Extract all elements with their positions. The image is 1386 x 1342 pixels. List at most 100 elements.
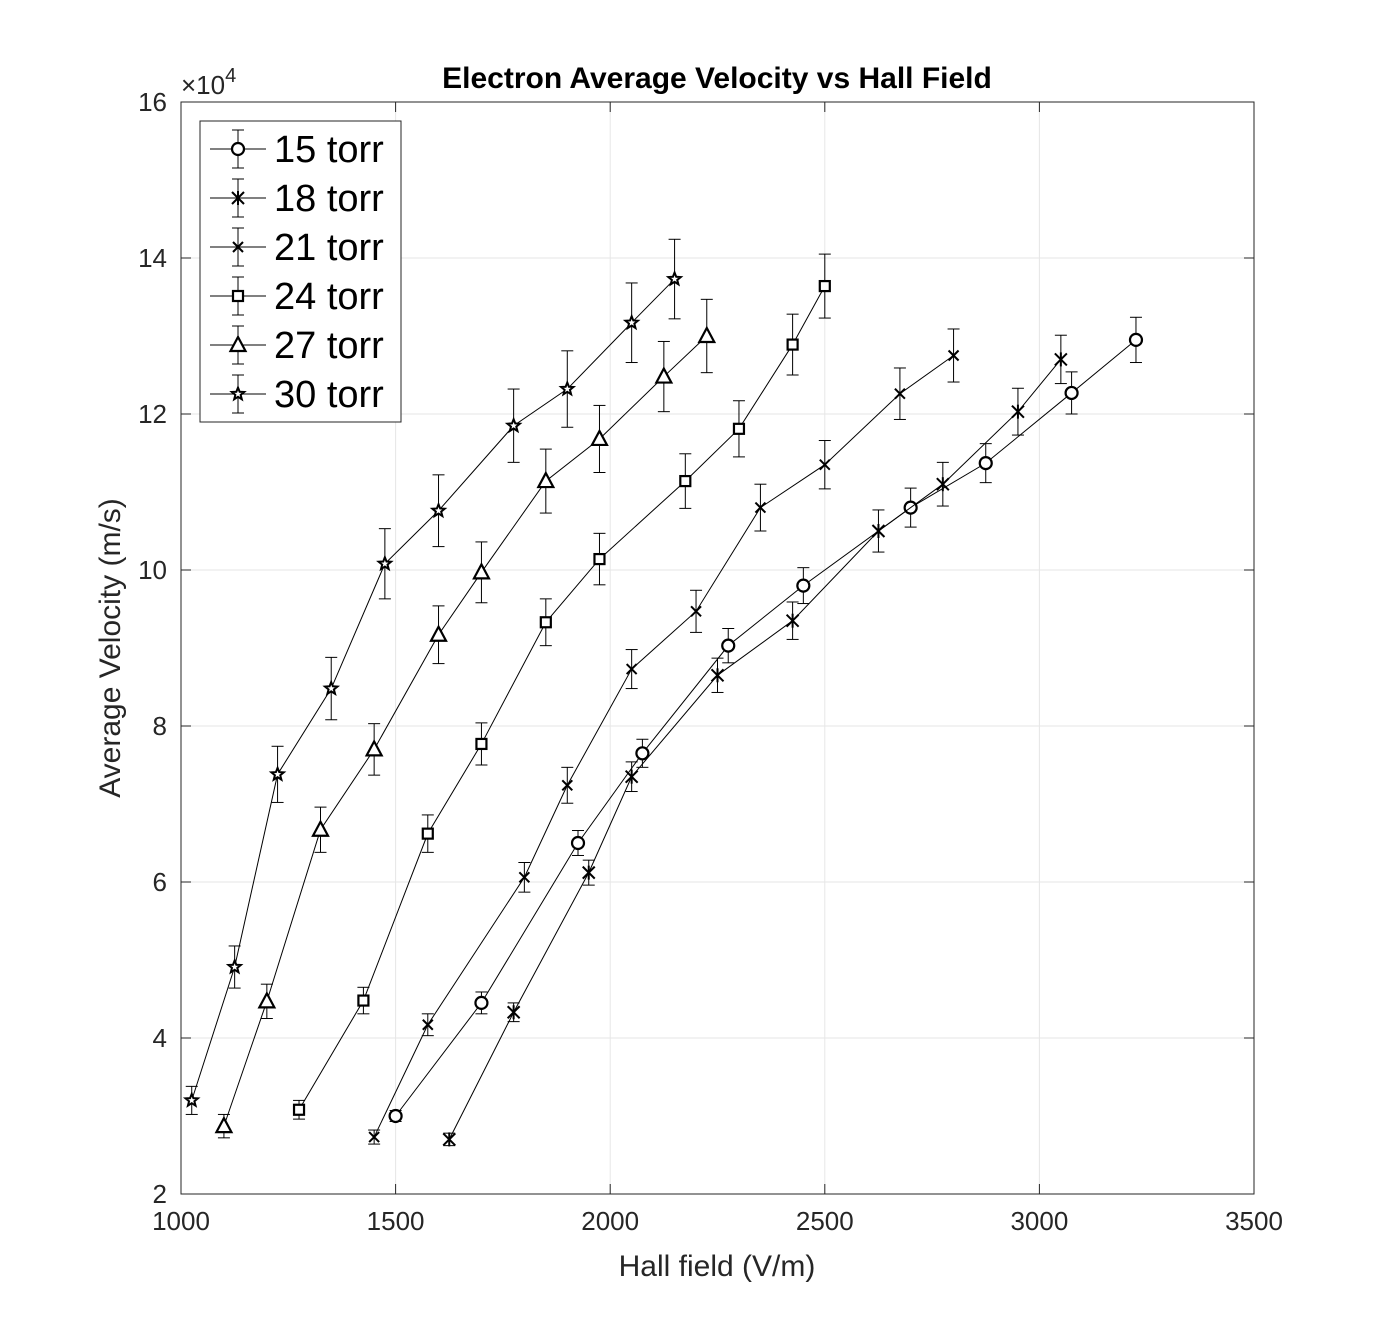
y-tick-label: 14 (138, 243, 167, 273)
square-marker (231, 289, 245, 303)
series-24-torr (292, 253, 831, 1120)
y-axis-exponent: ×104 (181, 65, 236, 100)
legend-box (199, 120, 402, 423)
marker-shape (230, 141, 246, 157)
triangle-marker (429, 624, 448, 642)
legend-label: 15 torr (274, 129, 384, 171)
marker-shape (732, 422, 746, 435)
marker-shape (593, 552, 606, 566)
triangle-marker (536, 470, 556, 489)
circle-marker (1128, 332, 1144, 347)
star-marker (429, 501, 448, 519)
x-marker (561, 779, 573, 791)
triangle-marker (257, 991, 277, 1009)
circle-marker (570, 835, 586, 851)
asterisk-marker (624, 769, 639, 784)
marker-shape (786, 338, 799, 351)
series-21-torr (368, 328, 960, 1145)
x-tick-label: 2000 (581, 1206, 639, 1236)
asterisk-marker (1054, 352, 1068, 367)
triangle-marker (311, 819, 330, 837)
asterisk-marker (785, 613, 800, 628)
y-tick-label: 6 (153, 867, 167, 897)
marker-shape (539, 616, 552, 629)
series-line (191, 278, 675, 1101)
marker-shape (796, 578, 811, 593)
marker-shape (622, 313, 641, 331)
circle-marker (721, 638, 736, 653)
y-axis-exponent-base: ×10 (181, 70, 225, 100)
series-27-torr (214, 298, 717, 1139)
x-marker (947, 349, 960, 362)
marker-stroke (947, 349, 960, 362)
marker-shape (214, 1115, 234, 1134)
y-tick-label: 4 (153, 1023, 167, 1053)
marker-shape (474, 995, 489, 1011)
star-marker (558, 379, 577, 397)
marker-shape (1128, 332, 1144, 347)
x-marker (754, 501, 767, 514)
marker-shape (292, 1103, 306, 1116)
marker-stroke (819, 458, 831, 471)
triangle-marker (472, 562, 491, 580)
marker-shape (429, 624, 448, 642)
marker-shape (231, 289, 245, 303)
marker-shape (654, 366, 674, 384)
legend-item: 15 torr (210, 129, 384, 171)
axes: 1000 1500 2000 2500 3000 3500 2 4 6 8 10 12 14 16 (138, 87, 1283, 1236)
asterisk-marker (231, 191, 245, 205)
circle-marker (796, 578, 811, 593)
marker-stroke (422, 1019, 434, 1031)
marker-shape (376, 554, 394, 572)
square-marker (786, 338, 799, 351)
marker-shape (1064, 385, 1079, 401)
marker-shape (322, 679, 341, 697)
series-line (395, 339, 1137, 1117)
marker-shape (635, 746, 650, 761)
series-line (223, 335, 708, 1127)
triangle-marker (214, 1115, 234, 1134)
marker-shape (475, 737, 488, 751)
star-marker (225, 957, 244, 975)
square-marker (732, 422, 746, 435)
marker-shape (257, 991, 277, 1009)
marker-shape (228, 334, 248, 353)
asterisk-marker (506, 1005, 521, 1020)
marker-shape (697, 325, 717, 344)
marker-shape (182, 1091, 201, 1108)
legend-label: 21 torr (274, 227, 384, 269)
series-layer (182, 238, 1144, 1147)
x-tick-label: 3000 (1010, 1206, 1068, 1236)
x-marker (690, 605, 702, 618)
marker-stroke (368, 1131, 380, 1143)
x-tick-label: 1500 (367, 1206, 425, 1236)
square-marker (679, 474, 692, 488)
marker-shape (311, 819, 330, 837)
legend-item: 24 torr (210, 276, 384, 318)
series-line (448, 359, 1062, 1140)
legend-item: 18 torr (210, 178, 384, 220)
star-marker (268, 765, 287, 782)
marker-shape (357, 994, 370, 1007)
y-tick-label: 10 (138, 555, 167, 585)
marker-shape (590, 428, 609, 447)
legend: 15 torr 18 torr 21 torr 24 torr 27 torr 30 to… (199, 120, 402, 423)
marker-shape (225, 957, 244, 975)
x-tick-label: 1000 (152, 1206, 210, 1236)
y-axis-exponent-power: 4 (225, 65, 236, 87)
asterisk-marker (582, 865, 596, 880)
marker-stroke (232, 241, 244, 253)
marker-stroke (754, 501, 767, 514)
legend-item: 27 torr (210, 325, 384, 367)
y-axis-label: Average Velocity (m/s) (94, 498, 127, 798)
series-30-torr (182, 238, 684, 1115)
series-18-torr (442, 334, 1068, 1147)
star-marker (376, 554, 394, 572)
legend-label: 27 torr (274, 325, 384, 367)
marker-stroke (561, 779, 573, 791)
marker-shape (978, 456, 993, 471)
asterisk-marker (1011, 404, 1025, 419)
square-marker (818, 279, 831, 293)
y-tick-label: 16 (138, 87, 167, 117)
